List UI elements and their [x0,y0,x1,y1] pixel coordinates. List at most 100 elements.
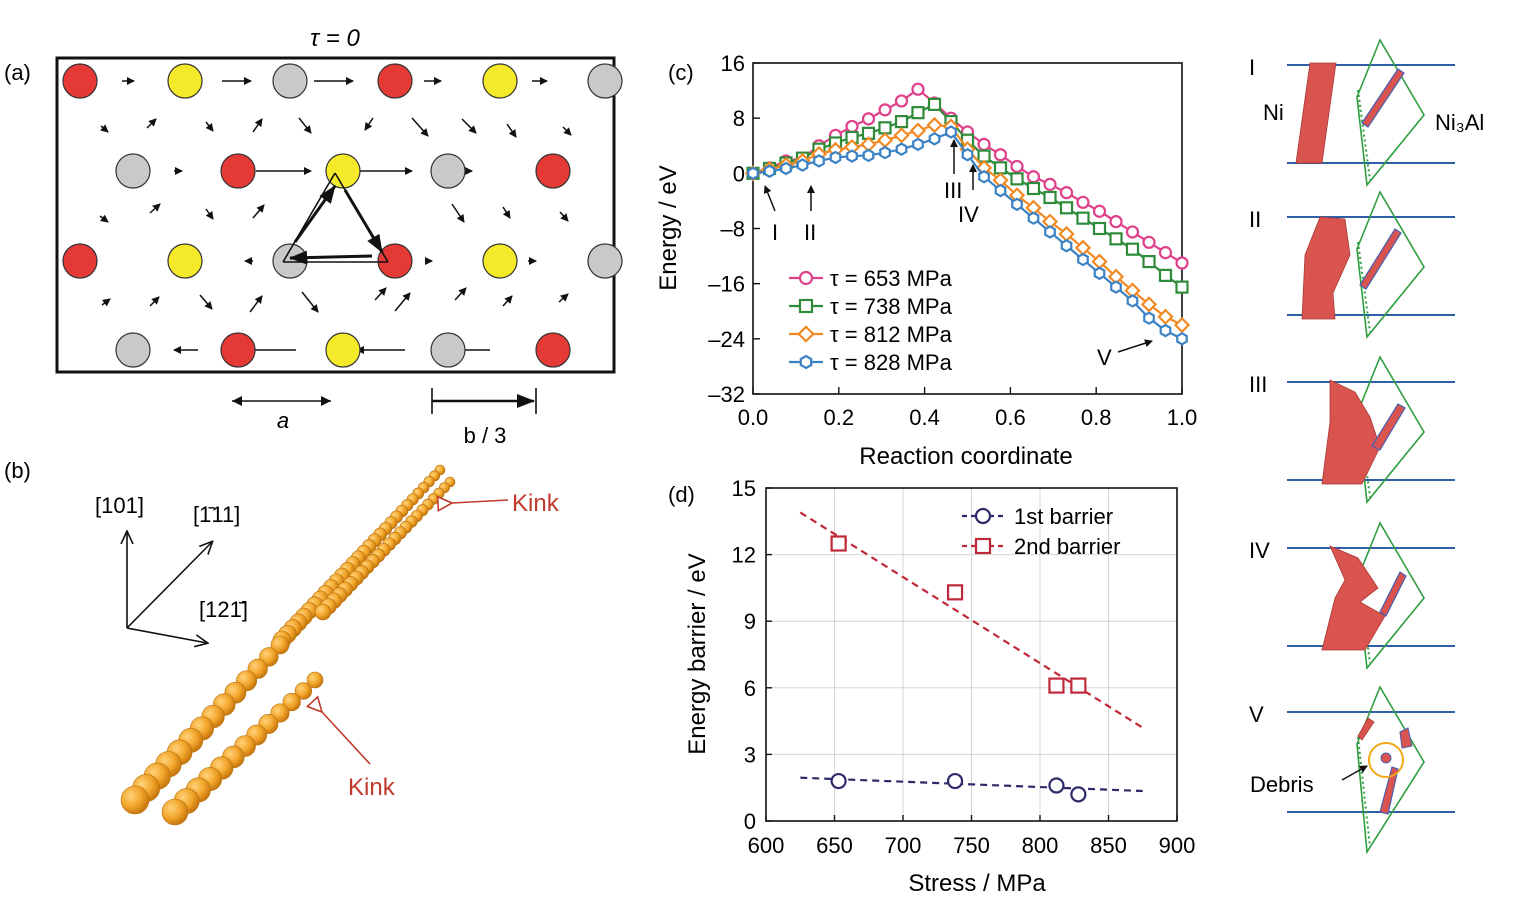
data-point [1010,159,1024,174]
atom-grey [430,332,466,368]
ni-label: Ni [1263,100,1284,125]
ytick-label-d: 9 [744,609,756,634]
panel-b-label: (b) [4,458,31,483]
data-point [1109,232,1123,246]
data-point [1070,786,1087,803]
ni3al-partial [1359,228,1402,290]
ni-partial [1321,545,1386,651]
ni3al-partial [1371,403,1406,451]
data-point [1125,242,1140,256]
atom-red [62,63,98,99]
series-d-1 [799,511,1144,729]
data-point [1173,316,1191,334]
displacement-arrow [252,204,265,219]
data-point [926,116,943,134]
displacement-arrow [252,118,263,133]
debris-circle [1368,742,1404,778]
displacement-arrow [101,298,111,307]
kink-label-bottom: Kink [348,774,396,801]
data-point [1070,677,1087,694]
data-point [830,535,847,552]
data-point [978,170,990,184]
displacement-arrow [205,208,214,220]
arrow-a-label: a [277,408,289,433]
data-point [1143,311,1155,325]
stage-label: IV [1249,538,1270,563]
annotation-V: V [1097,345,1112,370]
data-point [1026,170,1041,184]
displacement-arrow [454,287,467,301]
displacement-arrow [149,203,161,214]
glide-plane [1356,521,1425,670]
direction-101-label: [101] [95,493,144,518]
xtick-label-c: 0.4 [909,405,940,430]
data-point [1076,211,1090,225]
stage-label: III [1249,372,1267,397]
atom-yellow [167,243,203,279]
displacement-arrows [99,77,572,354]
data-point [1059,201,1074,215]
panel-b: (b) [101] [1̄11] [121̄] Kink Kink [4,458,560,826]
data-point [861,112,876,126]
data-point [895,142,908,156]
series-d [799,511,1144,803]
dislocation-atoms [120,464,456,826]
displacement-arrow [411,117,429,137]
displacement-arrow [100,124,109,133]
data-point [1110,280,1122,294]
displacement-arrow [502,295,513,307]
panel-a-title: τ = 0 [310,25,360,52]
debris-arrow [1341,765,1368,781]
glide-trace [1357,89,1371,181]
xtick-label-c: 0.8 [1081,405,1112,430]
legend-marker [974,507,992,525]
displacement-arrow [506,123,517,138]
legend-marker [797,325,815,343]
displacement-arrow [559,211,569,222]
data-point [796,158,809,172]
data-point [1175,256,1189,270]
data-point [1093,266,1106,281]
ni-partial [1321,379,1381,485]
atom-grey [115,153,151,189]
data-point [1044,225,1056,239]
xtick-label-c: 0.0 [738,405,769,430]
crystal-axes: [101] [1̄11] [121̄] [95,493,248,643]
stage-annotations: I II III IV V [763,139,1153,370]
ytick-label-d: 3 [744,742,756,767]
glide-plane [1356,38,1425,187]
data-point [912,137,924,152]
dislocation-atom [294,682,313,700]
debris-label: Debris [1250,772,1314,797]
data-point [1157,308,1174,325]
atom-grey [587,63,623,99]
ni-partial [1295,62,1337,164]
lattice-frame [55,56,616,374]
displacement-arrow [99,214,109,223]
panel-d-barrier-chart: (d) 600 650 700 750 800 850 900 0 3 6 9 12 15 Energy… [668,476,1195,897]
legend-label: τ = 828 MPa [830,350,953,375]
ytick-label-c: –8 [721,217,745,242]
stage-label: II [1249,207,1261,232]
atom-grey [430,153,466,189]
data-point [876,132,894,149]
legend-label: 1st barrier [1014,504,1113,529]
lattice-a-arrow: a [232,396,331,433]
arrow-b-label: b / 3 [464,423,507,448]
burgers-triangle [282,172,389,265]
axes-c: 16 8 0 –8 –16 –24 –320.0 0.2 0.4 0.6 0.8 1.0 [708,51,1197,430]
data-point [1043,177,1057,191]
legend-d: 1st barrier 2nd barrier [962,504,1120,559]
legend-label: τ = 738 MPa [830,294,953,319]
annotation-II: II [804,220,816,245]
snapshot-stage-V: Debris V [1249,685,1455,855]
data-point [878,121,892,135]
legend-marker [799,354,813,370]
data-point [1175,280,1189,294]
series-c [744,82,1191,346]
atom-red [535,153,571,189]
ytick-label-c: –16 [708,272,745,297]
xtick-label-c: 0.2 [824,405,855,430]
ytick-label-c: –32 [708,382,745,407]
